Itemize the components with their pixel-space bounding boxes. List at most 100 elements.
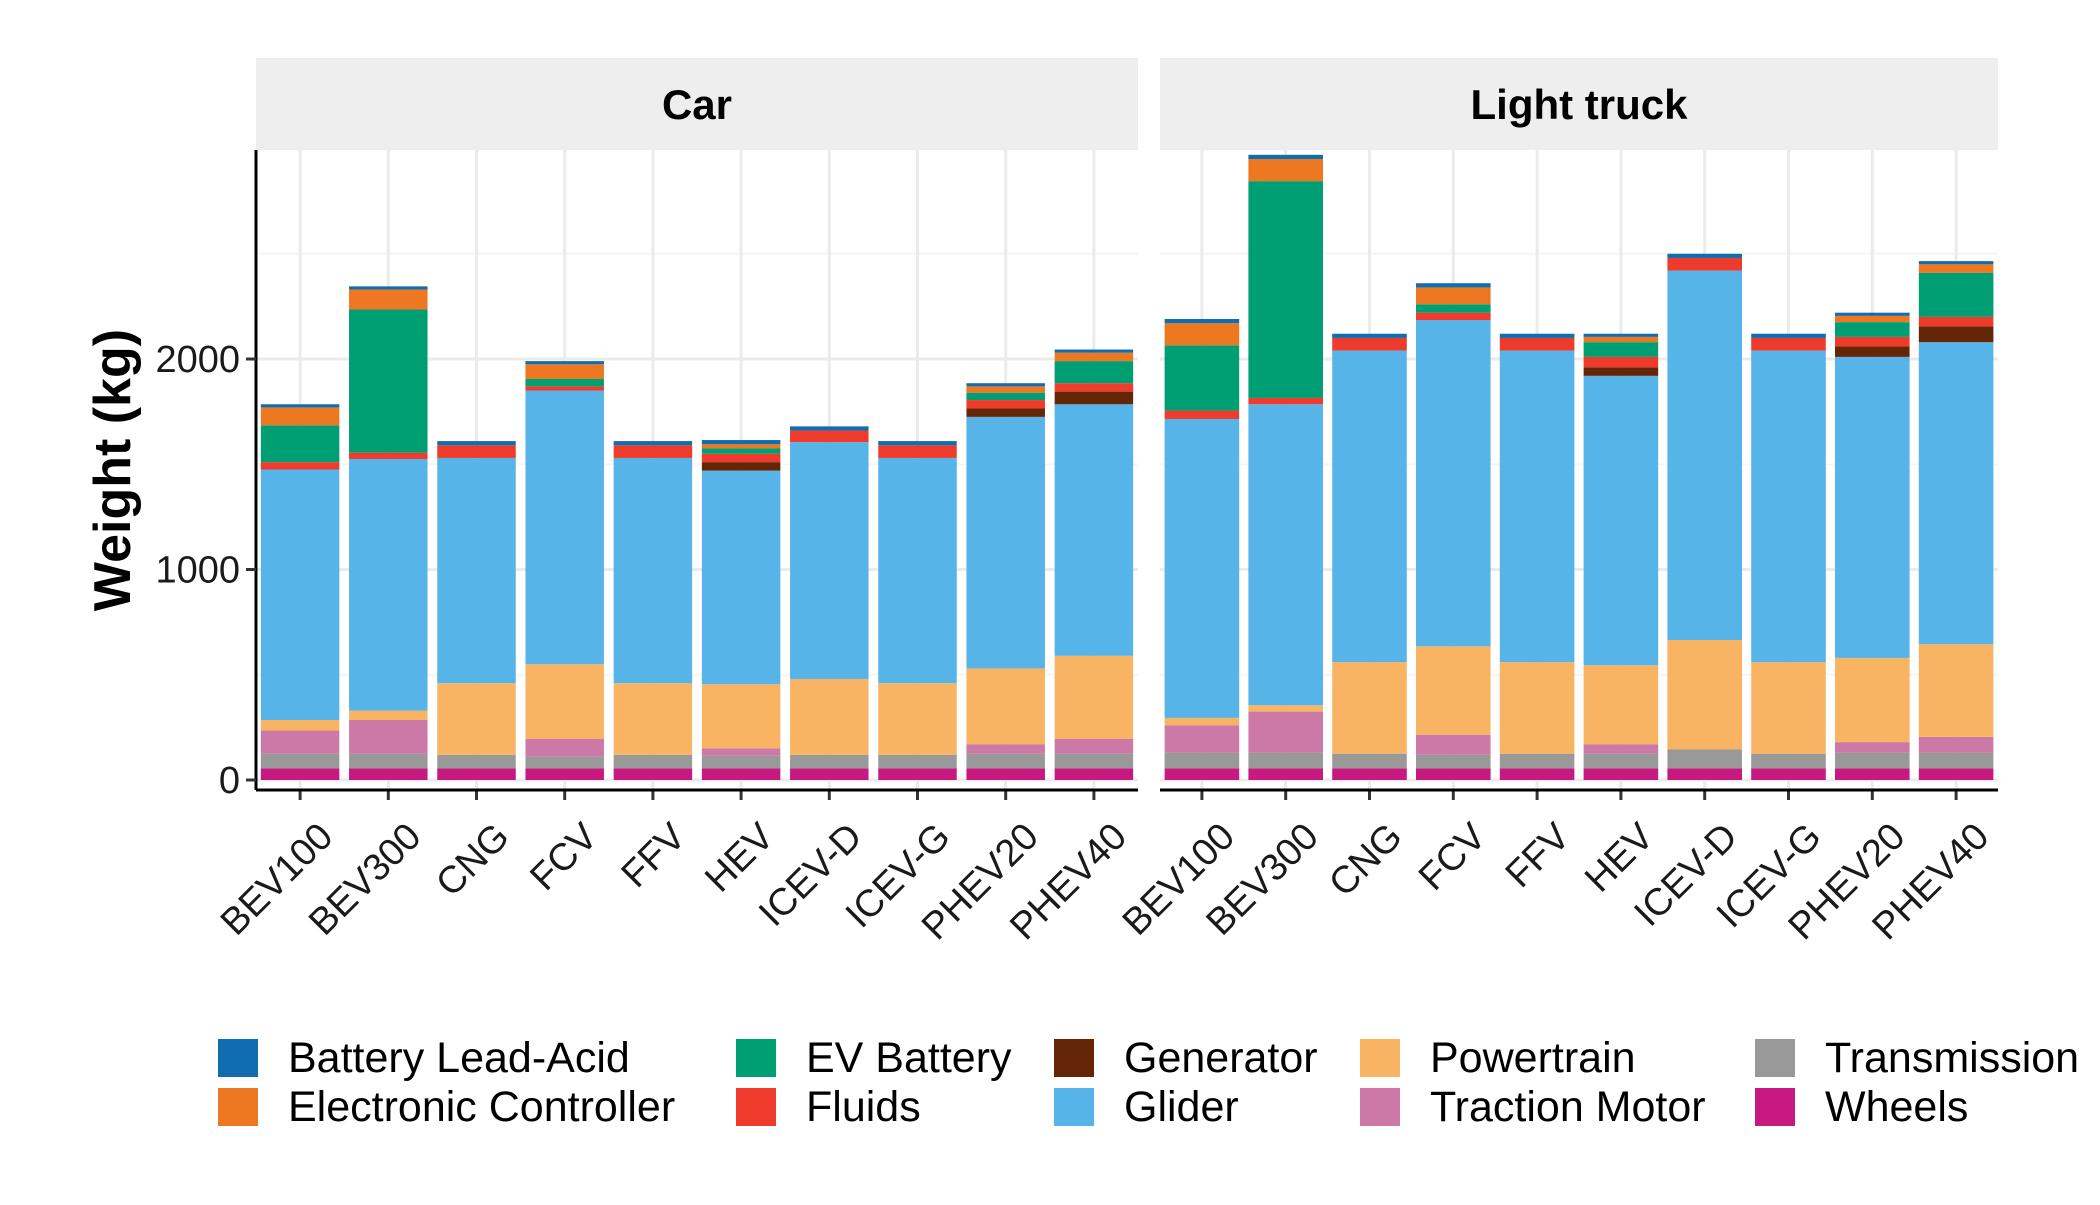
bar-segment-transmission <box>1751 753 1826 769</box>
bar-segment-fluids <box>1332 337 1407 351</box>
bar-segment-wheels <box>1751 768 1826 780</box>
facet-title: Car <box>662 81 732 128</box>
bar-segment-transmission <box>701 755 781 769</box>
bar-segment-transmission <box>1416 754 1491 769</box>
legend-swatch <box>1755 1088 1795 1126</box>
bar-segment-traction-motor <box>1835 742 1910 753</box>
bar-segment-glider <box>1332 350 1407 663</box>
bar-segment-traction-motor <box>966 744 1045 754</box>
bar-segment-electronic-controller <box>1248 159 1323 182</box>
bar-segment-powertrain <box>1248 705 1323 712</box>
bar-segment-battery-lead-acid <box>878 441 957 446</box>
bar-segment-glider <box>878 457 957 684</box>
bar-segment-wheels <box>1332 768 1407 780</box>
bar-segment-powertrain <box>790 678 869 755</box>
bar-segment-fluids <box>1918 316 1994 327</box>
bar-segment-electronic-controller <box>1835 315 1910 323</box>
bar-segment-electronic-controller <box>260 407 340 426</box>
bar-segment-battery-lead-acid <box>1918 261 1994 265</box>
bar-segment-powertrain <box>1416 646 1491 735</box>
bar-segment-traction-motor <box>1248 711 1323 753</box>
bar-segment-wheels <box>1918 768 1994 780</box>
bar-segment-glider <box>1248 404 1323 706</box>
bar-segment-electronic-controller <box>1918 264 1994 273</box>
bar-segment-fluids <box>790 430 869 443</box>
bar-segment-battery-lead-acid <box>1835 312 1910 316</box>
bar-segment-fluids <box>1667 257 1742 271</box>
x-tick-label: FCV <box>1411 815 1495 899</box>
bar-segment-battery-lead-acid <box>437 441 516 446</box>
bar-segment-transmission <box>260 753 340 769</box>
x-tick-label: CNG <box>428 815 517 904</box>
legend-swatch <box>218 1039 258 1077</box>
bar-segment-wheels <box>701 768 781 780</box>
bar-segment-traction-motor <box>1918 736 1994 753</box>
bar-segment-fluids <box>1164 410 1240 419</box>
bar-segment-glider <box>349 458 428 711</box>
bar-segment-battery-lead-acid <box>525 361 604 365</box>
legend-item: Fluids <box>736 1083 921 1131</box>
bar-segment-transmission <box>1918 752 1994 769</box>
bar-segment-glider <box>1751 350 1826 663</box>
x-tick-label: FFV <box>1498 815 1579 896</box>
bar-segment-transmission <box>1667 749 1742 769</box>
bar-segment-electronic-controller <box>349 289 428 310</box>
bar-segment-ev-battery <box>1416 304 1491 313</box>
bar-segment-electronic-controller <box>966 386 1045 393</box>
bar-segment-traction-motor <box>701 748 781 756</box>
legend-swatch <box>1360 1039 1400 1077</box>
bar-segment-transmission <box>966 753 1045 769</box>
bar-segment-battery-lead-acid <box>1248 154 1323 160</box>
bar-segment-powertrain <box>1499 662 1575 754</box>
bar-segment-transmission <box>790 754 869 769</box>
legend-item: Traction Motor <box>1360 1083 1706 1131</box>
bar-segment-glider <box>1416 320 1491 647</box>
bar-segment-battery-lead-acid <box>1499 333 1575 338</box>
bar-segment-powertrain <box>613 683 693 755</box>
legend-swatch <box>218 1088 258 1126</box>
legend-swatch <box>1360 1088 1400 1126</box>
bar-segment-wheels <box>613 768 693 780</box>
bar-segment-battery-lead-acid <box>966 383 1045 387</box>
bar-segment-battery-lead-acid <box>1416 283 1491 288</box>
bar-segment-glider <box>613 457 693 684</box>
bar-segment-fluids <box>1248 397 1323 405</box>
bar-segment-generator <box>1835 346 1910 357</box>
bar-segment-fluids <box>1054 383 1134 392</box>
legend-item: Battery Lead-Acid <box>218 1034 630 1082</box>
bar-segment-powertrain <box>260 720 340 731</box>
bar-segment-transmission <box>613 754 693 769</box>
bar-segment-glider <box>1499 350 1575 663</box>
bar-segment-electronic-controller <box>1583 336 1659 343</box>
bar-segment-fluids <box>613 445 693 458</box>
bar-segment-battery-lead-acid <box>260 404 340 408</box>
bar-segment-battery-lead-acid <box>701 440 781 445</box>
bar-segment-wheels <box>437 768 516 780</box>
legend-label: Electronic Controller <box>288 1083 675 1131</box>
bar-segment-glider <box>790 442 869 679</box>
bar-segment-fluids <box>349 452 428 459</box>
x-tick-label: FCV <box>522 815 606 899</box>
bar-segment-wheels <box>1499 768 1575 780</box>
y-tick-label: 2000 <box>155 339 240 381</box>
bar-segment-transmission <box>349 753 428 769</box>
legend-label: Generator <box>1124 1034 1318 1082</box>
bar-segment-glider <box>1667 270 1742 641</box>
bar-segment-electronic-controller <box>525 364 604 379</box>
bar-segment-electronic-controller <box>1164 323 1240 346</box>
bar-segment-generator <box>966 408 1045 417</box>
bar-segment-generator <box>1583 367 1659 376</box>
bar-segment-powertrain <box>1164 717 1240 726</box>
bar-segment-transmission <box>1054 753 1134 769</box>
legend-swatch <box>736 1039 776 1077</box>
bar-segment-powertrain <box>1667 640 1742 750</box>
bar-segment-battery-lead-acid <box>1332 333 1407 338</box>
bar-segment-glider <box>701 470 781 685</box>
bar-segment-battery-lead-acid <box>1751 333 1826 338</box>
bar-segment-traction-motor <box>525 738 604 757</box>
bar-segment-wheels <box>1835 768 1910 780</box>
bar-segment-glider <box>1835 356 1910 658</box>
bar-segment-ev-battery <box>1164 345 1240 411</box>
